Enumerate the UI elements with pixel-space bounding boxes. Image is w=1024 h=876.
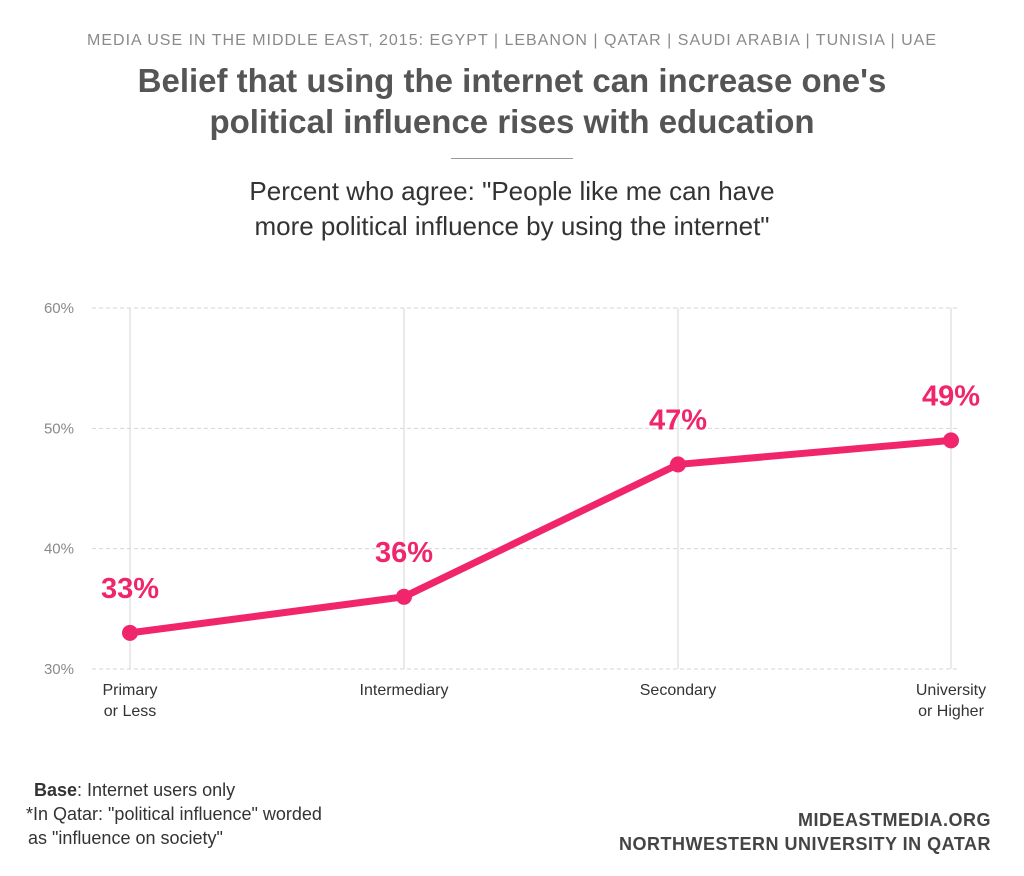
data-point: [122, 624, 138, 641]
x-category-label: Secondary: [640, 682, 717, 699]
base-note: Base: Internet users only: [26, 778, 322, 802]
title-divider: [451, 158, 573, 159]
x-category-label-line: Primary: [102, 682, 157, 699]
footnotes: Base: Internet users only *In Qatar: "po…: [26, 778, 322, 850]
source-line-1: MIDEASTMEDIA.ORG: [797, 810, 991, 830]
data-point: [396, 588, 412, 605]
x-category-label: Primary or Less: [102, 682, 157, 720]
series-line: [126, 436, 955, 637]
title-line-1: Belief that using the internet can incre…: [137, 62, 887, 99]
data-point: [670, 456, 686, 473]
kicker: MEDIA USE IN THE MIDDLE EAST, 2015: EGYP…: [87, 32, 937, 49]
x-category-label-line: University: [916, 682, 986, 699]
x-category-label-line: Intermediary: [360, 682, 449, 699]
data-point: [943, 432, 959, 449]
x-category-label: Intermediary: [360, 682, 449, 699]
qatar-note-line-1: *In Qatar: "political influence" worded: [26, 804, 322, 824]
y-tick-label: 50%: [44, 420, 74, 437]
base-text: : Internet users only: [77, 780, 236, 800]
qatar-note-line-2: as "influence on society": [28, 828, 223, 848]
source-line-2: NORTHWESTERN UNIVERSITY IN QATAR: [618, 834, 991, 854]
subtitle-line-2: more political influence by using the in…: [254, 211, 770, 241]
chart-subtitle: Percent who agree: "People like me can h…: [0, 174, 1024, 244]
line-chart: 30% 40% 50% 60% 33% 36% 47% 49% Primary or Less In…: [44, 300, 986, 720]
y-tick-label: 60%: [44, 300, 74, 317]
x-category-label-line: or Higher: [918, 703, 984, 720]
data-label: 47%: [649, 404, 707, 436]
y-tick-label: 40%: [44, 541, 74, 558]
x-category-label-line: or Less: [104, 703, 156, 720]
y-tick-label: 30%: [44, 661, 74, 678]
title-line-2: political influence rises with education: [209, 103, 815, 140]
chart-title: Belief that using the internet can incre…: [0, 60, 1024, 142]
data-label: 49%: [922, 380, 980, 412]
subtitle-line-1: Percent who agree: "People like me can h…: [249, 176, 775, 206]
base-label: Base: [34, 780, 78, 800]
data-label: 36%: [375, 537, 433, 569]
data-label: 33%: [101, 573, 159, 605]
source-credit: MIDEASTMEDIA.ORG NORTHWESTERN UNIVERSITY…: [619, 808, 991, 856]
x-category-label-line: Secondary: [640, 682, 717, 699]
x-category-label: University or Higher: [916, 682, 986, 720]
